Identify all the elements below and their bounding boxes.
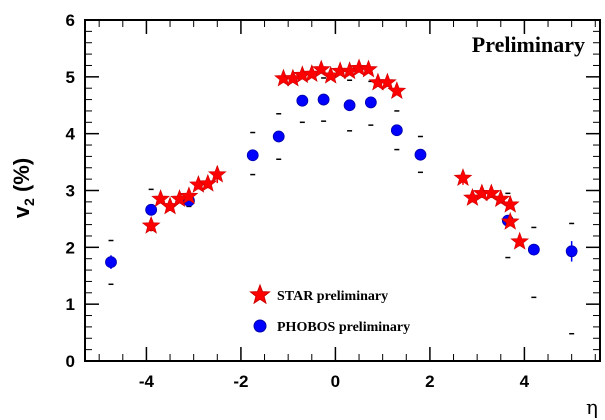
- star-point: [359, 59, 378, 78]
- phobos-point: [296, 77, 309, 124]
- x-tick-label: 2: [425, 372, 434, 391]
- star-point: [311, 59, 331, 78]
- y-tick-label: 2: [66, 238, 75, 257]
- phobos-marker: [390, 124, 403, 137]
- star-marker: [491, 189, 511, 207]
- star-marker: [359, 59, 378, 78]
- phobos-point: [105, 239, 117, 286]
- y-axis-title-v: v: [9, 205, 34, 218]
- tick-labels: 0 1 2 3 4 5 6 -4 -2 0 2 4: [66, 11, 530, 391]
- phobos-marker: [414, 148, 427, 161]
- y-axis-title: v2 (%): [9, 158, 37, 218]
- phobos-point: [364, 80, 377, 126]
- star-marker: [349, 58, 369, 77]
- phobos-marker: [364, 96, 377, 109]
- star-point: [481, 183, 501, 202]
- star-point: [500, 194, 520, 213]
- star-marker: [387, 81, 407, 100]
- phobos-point: [414, 135, 427, 174]
- data-points: [105, 58, 578, 335]
- phobos-point: [272, 113, 285, 160]
- y-tick-label: 1: [66, 295, 75, 314]
- x-tick-label: -4: [139, 372, 155, 391]
- legend-label-phobos: PHOBOS preliminary: [277, 320, 410, 335]
- phobos-point: [317, 77, 330, 122]
- phobos-marker: [296, 94, 309, 107]
- star-point: [378, 72, 397, 91]
- phobos-marker: [527, 243, 540, 256]
- y-tick-label: 5: [66, 68, 75, 87]
- star-marker: [151, 189, 170, 207]
- legend: STAR preliminary PHOBOS preliminary: [249, 283, 410, 335]
- phobos-marker: [343, 99, 356, 112]
- legend-star-marker: [249, 283, 271, 305]
- phobos-point: [527, 226, 540, 299]
- star-marker: [311, 59, 331, 78]
- star-point: [207, 164, 227, 184]
- phobos-marker: [105, 256, 117, 269]
- star-marker: [500, 194, 520, 213]
- phobos-marker: [565, 245, 578, 258]
- phobos-point: [565, 222, 578, 335]
- axis-ticks: [85, 19, 600, 362]
- star-marker: [510, 231, 530, 250]
- star-point: [151, 189, 170, 207]
- y-tick-label: 6: [66, 11, 75, 30]
- star-point: [179, 186, 199, 205]
- y-axis-title-unit: (%): [9, 158, 34, 198]
- star-marker: [453, 168, 473, 186]
- star-marker: [198, 173, 218, 192]
- legend-item-star: STAR preliminary: [249, 283, 388, 305]
- phobos-marker: [272, 130, 285, 143]
- star-point: [491, 189, 511, 207]
- phobos-marker: [145, 203, 158, 216]
- star-point: [349, 58, 369, 77]
- star-marker: [141, 215, 161, 234]
- phobos-marker: [317, 93, 330, 106]
- phobos-point: [343, 79, 356, 132]
- star-point: [453, 168, 473, 186]
- legend-item-phobos: PHOBOS preliminary: [253, 319, 410, 335]
- phobos-marker: [246, 149, 259, 162]
- star-point: [141, 215, 161, 234]
- star-point: [387, 81, 407, 100]
- legend-circle-marker: [253, 319, 267, 333]
- star-marker: [500, 211, 520, 230]
- star-point: [198, 173, 218, 192]
- star-marker: [179, 186, 199, 205]
- legend-label-star: STAR preliminary: [277, 289, 388, 304]
- y-tick-label: 3: [66, 182, 75, 201]
- phobos-point: [246, 131, 259, 176]
- x-tick-label: 4: [520, 372, 530, 391]
- star-marker: [207, 164, 227, 183]
- watermark-label: Preliminary: [472, 32, 585, 57]
- y-axis-title-subscript: 2: [21, 198, 37, 206]
- x-tick-label: 0: [331, 372, 340, 391]
- star-point: [500, 211, 520, 230]
- y-tick-label: 4: [66, 125, 76, 144]
- y-tick-label: 0: [66, 352, 75, 371]
- x-axis-title: η: [586, 395, 598, 419]
- x-tick-label: -2: [233, 372, 248, 391]
- star-marker: [481, 183, 501, 202]
- star-point: [510, 231, 530, 250]
- star-marker: [378, 72, 397, 91]
- phobos-point: [390, 110, 403, 151]
